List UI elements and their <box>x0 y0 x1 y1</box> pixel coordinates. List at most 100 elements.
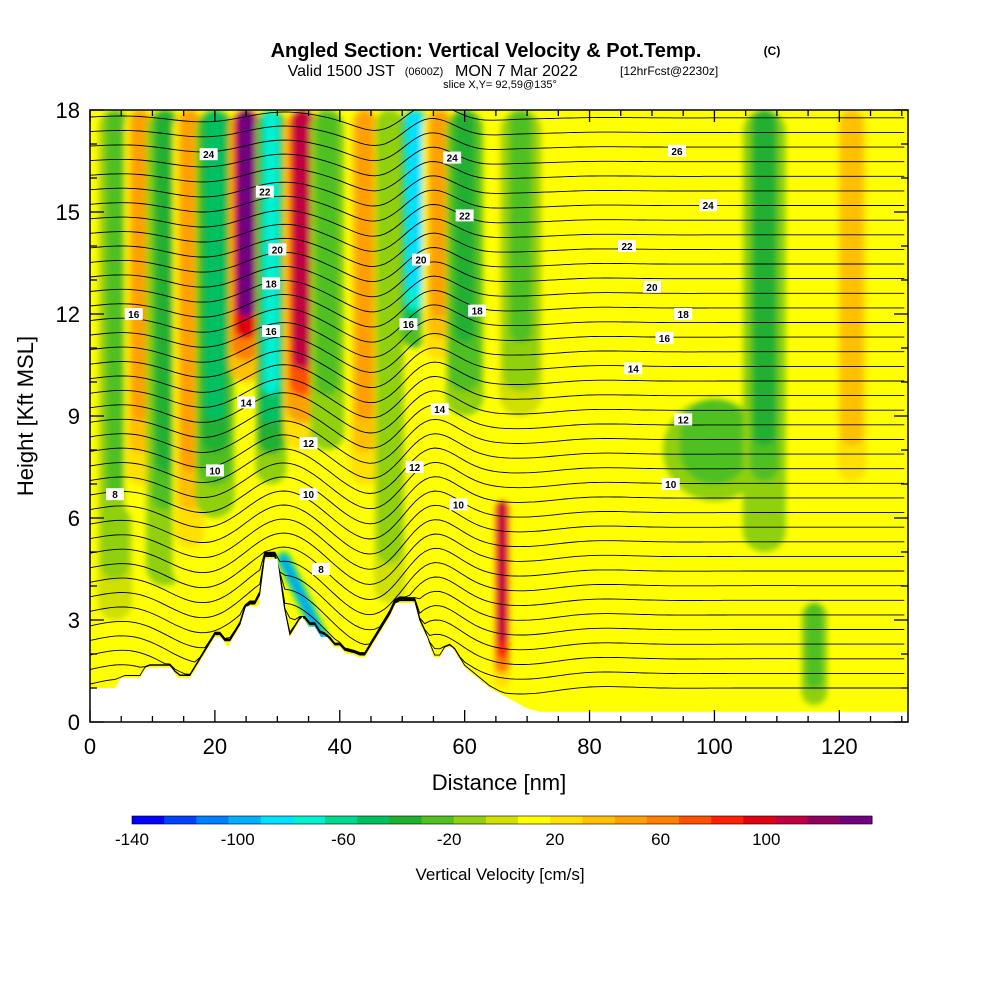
contour-label-bg <box>268 243 287 256</box>
isentrope-line <box>90 404 905 449</box>
colorbar-swatch <box>646 816 680 824</box>
contour-label-bg <box>255 185 274 198</box>
contour-label-text: 20 <box>646 283 658 294</box>
x-tick-label: 80 <box>577 734 601 759</box>
velocity-band <box>840 110 863 446</box>
contour-label-bg <box>624 362 643 375</box>
contour-label-text: 24 <box>447 154 459 165</box>
colorbar-swatch <box>807 816 841 824</box>
contour-label-bg <box>699 199 718 212</box>
contour-label-bg <box>262 325 281 337</box>
isentrope-line <box>90 146 905 177</box>
y-tick-label: 18 <box>56 98 80 123</box>
velocity-band <box>155 110 175 472</box>
contour-label-bg <box>199 148 218 161</box>
contour-label-text: 22 <box>459 211 471 222</box>
contour-label: 12 <box>674 413 693 426</box>
contour-label-bg <box>299 437 318 450</box>
contour-label-text: 20 <box>272 245 284 256</box>
contour-label: 12 <box>405 461 424 474</box>
forecast-info: [12hrFcst@2230z] <box>620 64 718 78</box>
y-tick-label: 3 <box>68 608 80 633</box>
colorbar-tick-label: -60 <box>331 830 356 849</box>
isentrope-line <box>90 461 905 510</box>
isentrope-line <box>90 110 905 131</box>
colorbar-swatch <box>325 816 358 824</box>
contour-label-text: 14 <box>628 364 640 375</box>
contour-label-text: 8 <box>112 490 118 501</box>
contour-label-bg <box>299 488 318 501</box>
velocity-band <box>132 110 148 421</box>
contour-label-text: 10 <box>453 500 465 511</box>
contour-label-text: 24 <box>703 201 715 212</box>
x-tick-label: 100 <box>696 734 733 759</box>
contour-label: 10 <box>661 478 680 491</box>
x-tick-label: 20 <box>203 734 227 759</box>
colorbar-swatch <box>678 816 712 824</box>
contour-label: 16 <box>655 331 674 345</box>
isentrope-line <box>90 375 905 419</box>
colorbar-swatch <box>743 816 776 824</box>
isentrope-line <box>90 552 905 645</box>
isentrope-line <box>90 118 905 146</box>
contour-label-text: 16 <box>403 320 415 331</box>
contour-label-text: 24 <box>203 150 215 161</box>
contour-label: 18 <box>262 277 281 290</box>
isentrope-line <box>90 247 905 283</box>
x-tick-label: 40 <box>328 734 352 759</box>
isentrope-line <box>90 189 905 222</box>
y-tick-label: 6 <box>68 506 80 531</box>
isentrope-line <box>90 551 905 616</box>
contour-label-bg <box>312 563 331 575</box>
velocity-cell-6 <box>255 110 287 484</box>
x-tick-label: 60 <box>452 734 476 759</box>
contour-label-text: 18 <box>266 279 278 290</box>
contour-label: 22 <box>255 185 274 199</box>
colorbar-tick-label: 20 <box>545 830 564 849</box>
velocity-band <box>356 110 374 421</box>
contour-label: 14 <box>624 362 643 375</box>
contour-label: 20 <box>411 253 430 267</box>
colorbar-label: Vertical Velocity [cm/s] <box>415 865 584 884</box>
contour-label-bg <box>430 403 449 416</box>
isentrope-line <box>90 304 905 343</box>
contour-label: 24 <box>699 199 718 212</box>
y-tick-label: 15 <box>56 200 80 225</box>
contour-label-bg <box>105 488 124 501</box>
valid-date: MON 7 Mar 2022 <box>455 63 578 80</box>
contour-label-bg <box>455 209 474 222</box>
contour-label: 20 <box>268 243 287 256</box>
isentrope-line <box>90 332 905 373</box>
x-tick-label: 0 <box>84 734 96 759</box>
colorbar-swatch <box>453 816 487 824</box>
contour-label-text: 12 <box>678 415 690 426</box>
contour-label-bg <box>399 318 418 331</box>
y-tick-label: 0 <box>68 710 80 735</box>
velocity-band <box>181 110 199 472</box>
contour-label: 26 <box>667 144 686 158</box>
colorbar-swatch <box>518 816 551 824</box>
contour-label-text: 10 <box>303 490 315 501</box>
colorbar-swatch <box>775 816 809 824</box>
valid-time-zulu: (0600Z) <box>405 66 444 78</box>
isentrope-line <box>90 275 905 313</box>
colorbar-swatch <box>357 816 390 824</box>
colorbar-swatch <box>839 816 873 824</box>
contour-label-bg <box>237 396 256 409</box>
contour-label-bg <box>262 277 281 290</box>
contour-label: 8 <box>312 563 331 576</box>
isentrope-line <box>90 261 905 298</box>
colorbar-swatch <box>485 816 519 824</box>
velocity-band <box>753 110 776 446</box>
contour-label: 14 <box>237 396 256 409</box>
colorbar-swatch <box>228 816 262 824</box>
contour-label: 14 <box>430 403 449 416</box>
x-axis-label: Distance [nm] <box>432 770 567 795</box>
isentrope-line <box>90 532 905 585</box>
contour-label-text: 10 <box>665 480 677 491</box>
colorbar-frame <box>131 815 873 825</box>
isentrope-line <box>90 556 905 695</box>
y-axis: 0 3 6 9 12 15 18 <box>56 98 908 735</box>
colorbar-tick-label: 100 <box>752 830 780 849</box>
